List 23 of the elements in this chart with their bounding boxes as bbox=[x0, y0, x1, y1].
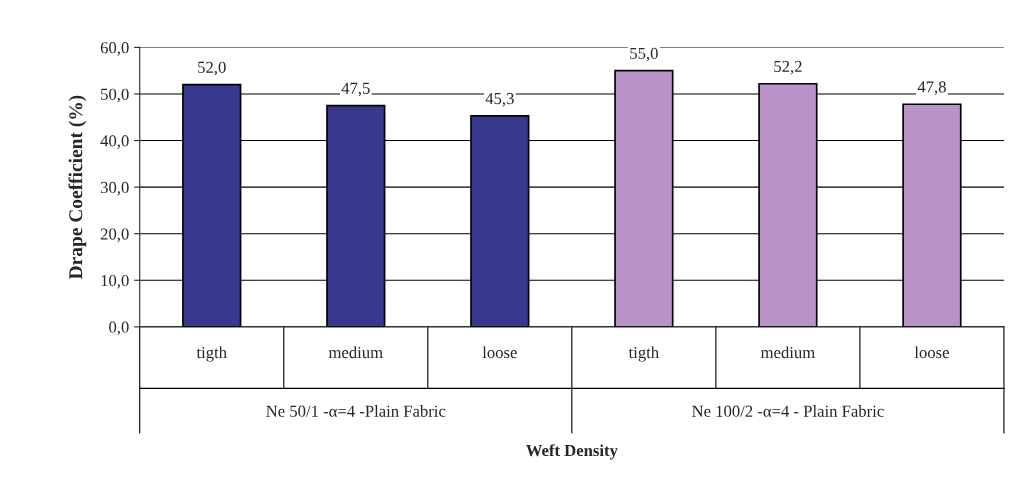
data-label: 52,2 bbox=[774, 60, 802, 75]
data-label: 45,3 bbox=[485, 92, 514, 107]
data-label: 47,8 bbox=[917, 81, 946, 95]
y-tick-label: 50,0 bbox=[101, 88, 129, 103]
data-label: 52,0 bbox=[198, 61, 226, 76]
y-tick-label: 10,0 bbox=[101, 274, 129, 289]
text: Ne 50/1 -α=4 -Plain Fabric bbox=[266, 405, 446, 417]
x-tick-label: medium bbox=[328, 346, 383, 359]
y-tick-label: 60,0 bbox=[100, 42, 129, 56]
y-axis-title: Drape Coefficient (%) bbox=[68, 95, 87, 280]
x-tick-label: tigth bbox=[628, 346, 659, 362]
x-tick-label: medium bbox=[760, 346, 815, 359]
x-tick-label: loose bbox=[482, 346, 517, 359]
x-tick-label: loose bbox=[914, 346, 949, 359]
y-tick-label: 40,0 bbox=[100, 135, 129, 149]
data-label: 55,0 bbox=[630, 47, 658, 62]
data-label: 47,5 bbox=[341, 82, 370, 97]
text: Ne 100/2 -α=4 - Plain Fabric bbox=[692, 405, 884, 417]
y-tick-label: 20,0 bbox=[100, 228, 129, 243]
x-axis-title: Weft Density bbox=[526, 444, 618, 460]
y-tick-label: 0,0 bbox=[109, 321, 129, 336]
x-tick-label: tigth bbox=[196, 346, 227, 362]
y-tick-label: 30,0 bbox=[100, 181, 129, 196]
